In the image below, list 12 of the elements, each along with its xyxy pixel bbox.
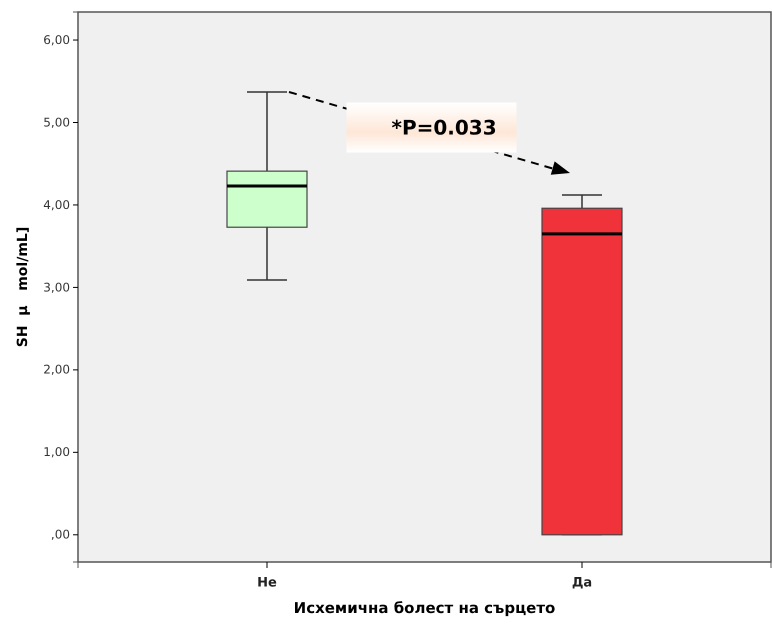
y-tick-label: 3,00 — [43, 280, 70, 294]
y-tick-label: 6,00 — [43, 32, 70, 47]
y-tick-label: 1,00 — [43, 445, 70, 460]
annotation: *P=0.033 — [392, 116, 497, 140]
y-tick-label: 2,00 — [43, 362, 70, 377]
y-tick-label: ,00 — [50, 528, 70, 542]
y-tick-label: 4,00 — [43, 198, 70, 212]
x-tick-label: Не — [257, 576, 278, 591]
y-axis-title: SH μ mol/mL] — [15, 226, 31, 348]
y-tick-label: 5,00 — [43, 115, 70, 130]
x-tick-label: Да — [572, 576, 592, 591]
x-axis-title: Исхемична болест на сърцето — [294, 599, 556, 617]
